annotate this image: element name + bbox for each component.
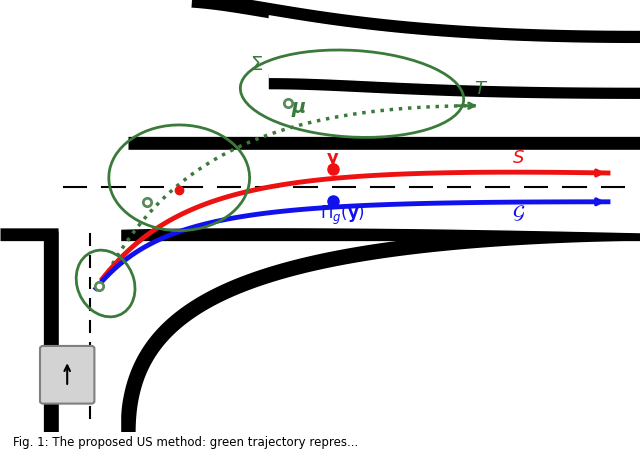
FancyBboxPatch shape bbox=[40, 346, 95, 404]
Text: $\boldsymbol{\mu}$: $\boldsymbol{\mu}$ bbox=[291, 100, 307, 119]
Text: $T$: $T$ bbox=[474, 80, 488, 98]
Text: $\Pi_g(\mathbf{y})$: $\Pi_g(\mathbf{y})$ bbox=[320, 202, 365, 226]
Text: $\mathcal{G}$: $\mathcal{G}$ bbox=[512, 204, 525, 223]
Text: $\mathbf{y}$: $\mathbf{y}$ bbox=[326, 152, 340, 169]
Text: $S$: $S$ bbox=[512, 149, 525, 167]
Text: $\Sigma$: $\Sigma$ bbox=[250, 55, 262, 73]
Text: Fig. 1: The proposed US method: green trajectory repres...: Fig. 1: The proposed US method: green tr… bbox=[13, 436, 358, 449]
